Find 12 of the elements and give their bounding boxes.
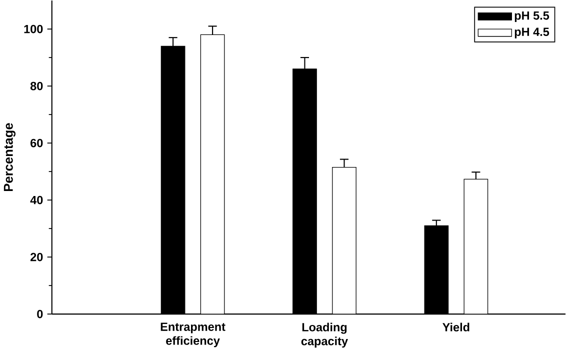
x-tick-label: Yield [442, 322, 470, 332]
y-tick-label: 100 [24, 25, 43, 34]
y-tick-label: 80 [30, 82, 43, 90]
y-axis-title: Percentage [4, 123, 16, 192]
legend-label: pH 5.5 [514, 12, 550, 22]
y-tick-label: 40 [30, 196, 43, 204]
legend-label: pH 4.5 [514, 28, 550, 39]
y-tick-label: 0 [37, 310, 43, 318]
y-tick-label: 60 [30, 139, 43, 148]
x-tick-label: Entrapment efficiency [160, 322, 226, 348]
y-tick-label: 20 [30, 253, 43, 262]
x-tick-label: Loading capacity [301, 322, 348, 348]
